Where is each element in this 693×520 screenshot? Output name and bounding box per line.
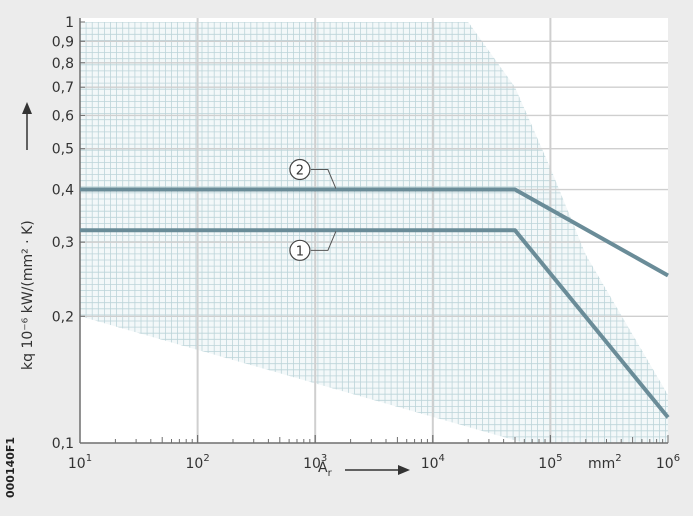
y-tick-label: 1 (65, 15, 74, 31)
callouts: 21 (289, 158, 337, 261)
x-axis-arrowhead (398, 465, 410, 475)
x-tick-label: 101 (68, 453, 92, 472)
series-lines (80, 187, 670, 419)
callout-number: 1 (296, 244, 304, 259)
x-axis-unit: mm2 (588, 453, 622, 472)
callout-1: 1 (289, 231, 337, 261)
y-tick-label: 0,2 (52, 309, 74, 325)
x-tick-label: 106 (656, 453, 680, 472)
hatched-region-fill (80, 22, 668, 443)
x-tick-label: 103 (303, 453, 327, 472)
x-tick-label: 105 (538, 453, 562, 472)
series-line-2 (80, 187, 669, 278)
y-tick-label: 0,4 (52, 183, 74, 199)
callout-circle (289, 239, 311, 261)
y-tick-label: 0,8 (52, 56, 74, 72)
hatched-region (80, 22, 668, 443)
y-axis-arrowhead (22, 102, 32, 114)
x-tick-label: 104 (421, 453, 445, 472)
callout-circle (289, 158, 311, 181)
series-line-1 (80, 228, 670, 419)
y-axis-label: kq 10⁻⁶ kW/(mm² · K) (20, 220, 36, 370)
figure-code: 000140F1 (4, 437, 17, 498)
y-tick-label: 0,1 (52, 436, 74, 452)
callout-number: 2 (296, 164, 304, 179)
callout-2: 2 (289, 158, 337, 189)
x-tick-label: 102 (185, 453, 209, 472)
x-axis-label: Ar (318, 460, 333, 479)
callout-leader (310, 231, 337, 251)
y-tick-label: 0,9 (52, 34, 74, 50)
y-tick-label: 0,5 (52, 142, 74, 158)
y-tick-label: 0,3 (52, 235, 74, 251)
y-tick-label: 0,6 (52, 108, 74, 124)
y-tick-label: 0,7 (52, 80, 74, 96)
callout-leader (310, 169, 337, 189)
